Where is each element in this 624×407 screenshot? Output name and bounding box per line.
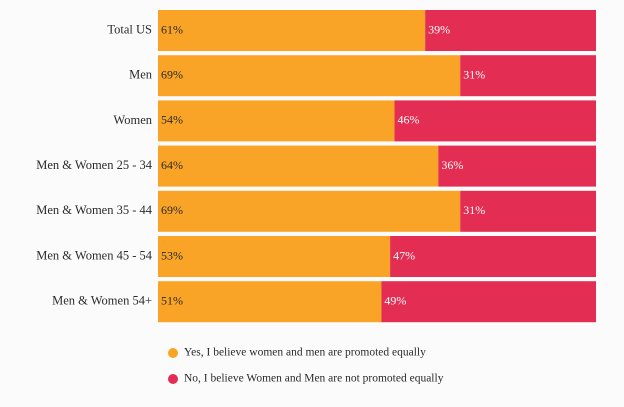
value-label: 69% — [161, 67, 183, 81]
bar-segment — [425, 10, 596, 51]
bar-segment — [438, 145, 596, 187]
category-label: Men & Women 25 - 34 — [36, 158, 153, 172]
bar-segment — [158, 10, 426, 51]
bar-segment — [158, 236, 391, 277]
legend-marker — [168, 374, 178, 384]
category-label: Men — [129, 68, 153, 82]
bar-segment — [158, 55, 461, 97]
value-label: 39% — [428, 22, 450, 36]
category-label: Men & Women 35 - 44 — [36, 203, 153, 217]
legend-label: Yes, I believe women and men are promote… — [184, 347, 426, 359]
bar-segment — [158, 281, 382, 323]
legend-label: No, I believe Women and Men are not prom… — [184, 373, 444, 385]
bar-segment — [158, 100, 395, 142]
category-label: Women — [113, 113, 152, 127]
value-label: 64% — [161, 158, 183, 172]
value-label: 36% — [441, 158, 463, 172]
value-label: 69% — [161, 203, 183, 217]
value-label: 46% — [398, 113, 420, 127]
value-label: 47% — [393, 248, 415, 262]
bar-segment — [390, 236, 596, 277]
category-label: Men & Women 54+ — [52, 294, 152, 308]
bar-segment — [460, 55, 596, 97]
value-label: 31% — [463, 67, 485, 81]
value-label: 61% — [161, 22, 183, 36]
value-label: 54% — [161, 113, 183, 127]
value-label: 49% — [384, 293, 406, 307]
bar-segment — [460, 190, 596, 232]
category-label: Total US — [107, 22, 152, 36]
value-label: 51% — [161, 293, 183, 307]
legend-marker — [168, 348, 178, 358]
category-label: Men & Women 45 - 54 — [36, 248, 153, 262]
value-label: 31% — [463, 203, 485, 217]
bar-segment — [381, 281, 596, 323]
value-label: 53% — [161, 248, 183, 262]
bar-segment — [394, 100, 596, 142]
bar-segment — [158, 145, 439, 187]
bar-segment — [158, 190, 461, 232]
